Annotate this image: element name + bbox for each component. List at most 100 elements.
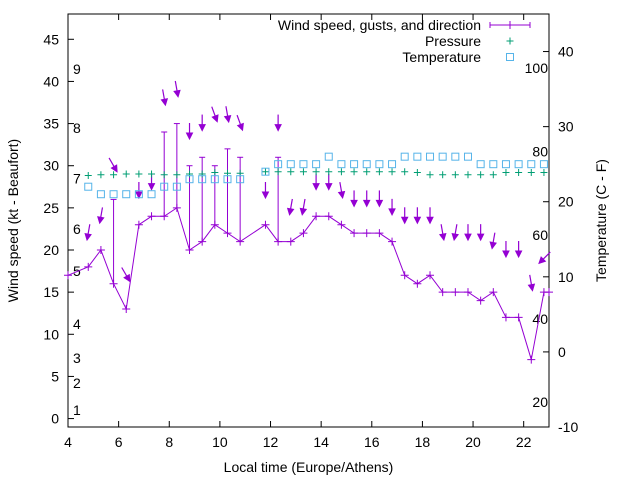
beaufort-label: 9 xyxy=(73,61,81,77)
wind-speed-point xyxy=(299,229,308,238)
temperature-point xyxy=(172,182,181,191)
wind-speed-point xyxy=(160,212,169,221)
x-tick-label: 16 xyxy=(364,434,380,450)
pressure-point xyxy=(477,171,485,179)
pressure-point xyxy=(337,168,345,176)
wind-speed-point xyxy=(261,220,270,229)
pressure-point xyxy=(464,171,472,179)
pressure-point xyxy=(261,168,269,176)
wind-direction-arrow xyxy=(223,106,232,124)
y2-tick-label: 0 xyxy=(558,344,566,360)
temperature-point xyxy=(274,160,283,169)
temperature-point xyxy=(312,160,321,169)
wind-direction-arrow xyxy=(299,198,308,216)
wind-direction-arrow xyxy=(198,114,206,132)
temperature-point xyxy=(109,190,118,199)
x-tick-label: 10 xyxy=(212,434,228,450)
wind-speed-point xyxy=(122,305,131,313)
x-tick-label: 22 xyxy=(516,434,532,450)
temperature-point xyxy=(160,182,169,191)
pressure-point xyxy=(439,171,447,179)
x-tick-label: 20 xyxy=(465,434,481,450)
temperature-point xyxy=(489,160,498,169)
temperature-point xyxy=(527,160,536,169)
pressure-point xyxy=(97,171,105,179)
pressure-point xyxy=(426,171,434,179)
x-tick-label: 18 xyxy=(415,434,431,450)
temperature-point xyxy=(514,160,523,169)
pressure-point xyxy=(375,168,383,176)
legend-label: Wind speed, gusts, and direction xyxy=(278,17,481,33)
wind-speed-point xyxy=(324,212,333,221)
temperature-point xyxy=(198,175,207,184)
y-tick-label: 20 xyxy=(43,242,59,258)
temperature-point xyxy=(84,182,93,191)
temperature-point xyxy=(451,152,460,161)
fahrenheit-label: 100 xyxy=(525,60,549,76)
wind-speed-point xyxy=(236,237,245,246)
fahrenheit-label: 80 xyxy=(532,143,548,159)
x-tick-label: 6 xyxy=(115,434,123,450)
temperature-point xyxy=(476,160,485,169)
temperature-point xyxy=(438,152,447,161)
wind-speed-point xyxy=(451,288,460,297)
wind-speed-point xyxy=(388,237,397,246)
x-axis-label: Local time (Europe/Athens) xyxy=(224,459,394,475)
pressure-point xyxy=(160,171,168,179)
y-tick-label: 5 xyxy=(51,368,59,384)
wind-speed-point xyxy=(476,296,485,305)
wind-direction-arrow xyxy=(413,207,422,225)
temperature-point xyxy=(426,152,435,161)
legend-label: Pressure xyxy=(425,33,481,49)
wind-speed-point xyxy=(527,355,536,364)
wind-direction-arrow xyxy=(527,274,536,292)
pressure-point xyxy=(135,170,143,178)
wind-direction-arrow xyxy=(261,182,270,200)
y-tick-label: 40 xyxy=(43,73,59,89)
y-tick-label: 30 xyxy=(43,158,59,174)
pressure-point xyxy=(363,168,371,176)
temperature-point xyxy=(388,160,397,169)
wind-speed-point xyxy=(210,220,219,229)
pressure-point xyxy=(186,170,194,178)
pressure-point xyxy=(198,170,206,178)
wind-speed-point xyxy=(545,288,553,297)
wind-speed-point xyxy=(147,212,156,221)
wind-speed-point xyxy=(362,229,371,238)
pressure-point xyxy=(451,171,459,179)
y2-tick-label: 40 xyxy=(558,44,574,60)
pressure-point xyxy=(540,168,548,176)
pressure-point xyxy=(350,168,358,176)
x-tick-label: 4 xyxy=(64,434,72,450)
wind-speed-point xyxy=(223,229,232,238)
wind-direction-arrow xyxy=(97,207,105,225)
y2-tick-label: -10 xyxy=(558,419,578,435)
temperature-point xyxy=(413,152,422,161)
pressure-point xyxy=(110,171,118,179)
wind-direction-arrow xyxy=(502,241,510,259)
wind-speed-point xyxy=(312,212,321,221)
pressure-point xyxy=(274,168,282,176)
temperature-point xyxy=(261,167,270,176)
axes: 4 6 8 10 12 14 16 18 20 22051015202530354045-1001… xyxy=(5,14,609,475)
wind-direction-arrow xyxy=(121,267,131,283)
wind-direction-arrow xyxy=(286,198,295,216)
plot-border xyxy=(67,13,550,428)
temperature-point xyxy=(337,160,346,169)
temperature-point xyxy=(147,190,156,199)
wind-direction-arrow xyxy=(388,198,396,216)
legend-label: Temperature xyxy=(402,49,481,65)
pressure-point xyxy=(287,168,295,176)
legend: Wind speed, gusts, and directionPressure… xyxy=(278,17,531,65)
wind-direction-arrow xyxy=(135,182,143,200)
pressure-point xyxy=(489,171,497,179)
temperature-point xyxy=(400,152,409,161)
wind-direction-arrow xyxy=(173,80,181,98)
beaufort-label: 2 xyxy=(73,375,81,391)
temperature-point xyxy=(210,175,219,184)
temperature-point xyxy=(223,175,232,184)
wind-speed-line xyxy=(67,207,549,360)
temperature-point xyxy=(350,160,359,169)
wind-speed-point xyxy=(413,279,422,288)
wind-speed-point xyxy=(400,271,409,280)
